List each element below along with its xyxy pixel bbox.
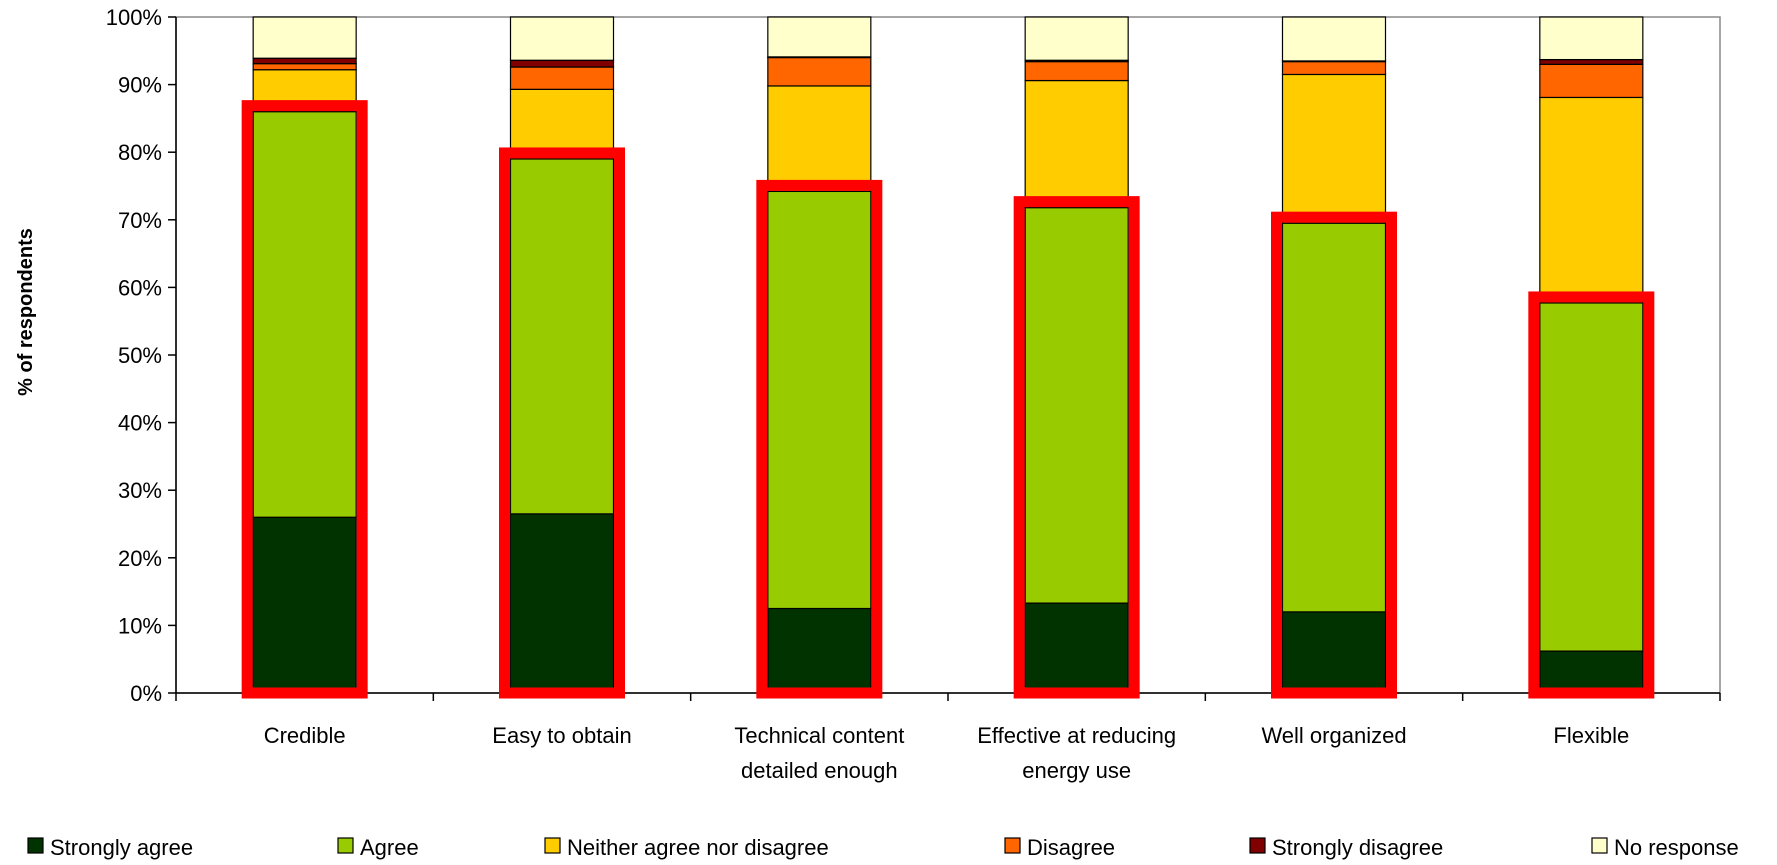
bar-segment [1281,222,1387,613]
legend-item: Disagree [1004,835,1115,860]
plot-area [175,16,1721,694]
bar-segment [1024,602,1129,694]
legend-item: No response [1591,835,1739,860]
bar-segment [767,607,872,694]
legend-label: No response [1614,835,1739,860]
x-axis: Credible Easy to obtain Technical content d… [175,692,1721,783]
y-tick-label: 100% [106,5,162,30]
bar-segment [252,516,357,694]
bar-segment [509,158,615,515]
plot-frame [175,16,1721,694]
x-category-label: Effective at reducing energy use [977,723,1176,783]
bar-segment [1539,96,1644,304]
highlight-box [756,179,883,699]
bar-segment [1539,63,1644,99]
highlight-box [499,147,625,699]
highlight-box [1271,211,1397,699]
x-category-label: Technical content detailed enough [734,723,904,783]
highlight-box [241,100,368,699]
legend-label: Agree [360,835,419,860]
legend-swatch [544,837,561,854]
y-tick-label: 10% [118,613,162,638]
y-tick-label: 0% [130,681,162,706]
bar-segment [252,57,357,65]
bar-segment [252,16,357,59]
y-tick-label: 50% [118,343,162,368]
bar-segment [252,111,357,518]
bar-segment [1281,73,1387,224]
legend-label: Neither agree nor disagree [567,835,829,860]
legend-label: Strongly agree [50,835,193,860]
y-tick-label: 70% [118,208,162,233]
bar-segment [1024,207,1129,604]
y-tick-label: 20% [118,546,162,571]
y-tick-label: 60% [118,275,162,300]
legend-swatch [1249,837,1266,854]
x-category-label: Easy to obtain [492,723,631,748]
legend-swatch [1591,837,1608,854]
x-category-label: Well organized [1261,723,1406,748]
bar-segment [1539,302,1644,652]
bar-segment [509,16,615,61]
legend: Strongly agree Agree Neither agree nor dis… [27,835,1739,860]
legend-item: Neither agree nor disagree [544,835,829,860]
legend-item: Strongly disagree [1249,835,1443,860]
x-category-label: Flexible [1553,723,1629,748]
bars [252,16,1644,694]
highlight-box [1013,196,1140,699]
bar-segment [1281,16,1387,62]
y-tick-label: 40% [118,411,162,436]
legend-item: Strongly agree [27,835,193,860]
y-tick-label: 30% [118,478,162,503]
y-axis: 0% 10% 20% 30% 40% 50% 60% 70% 80% 90% 100% [106,5,177,706]
legend-swatch [27,837,44,854]
y-tick-label: 90% [118,73,162,98]
x-category-label: Credible [264,723,346,748]
y-axis-title: % of respondents [15,228,37,396]
bar-segment [509,88,615,160]
bar-segment [1024,16,1129,61]
legend-label: Disagree [1027,835,1115,860]
bar-segment [1539,58,1644,65]
highlight-box [1528,291,1655,699]
bar-segment [767,85,872,193]
legend-item: Agree [337,835,419,860]
legend-swatch [337,837,354,854]
bar-segment [767,56,872,87]
bar-segment [1024,79,1129,209]
bar-segment [1281,61,1387,76]
bar-segment [767,16,872,58]
bar-segment [1539,650,1644,694]
bar-segment [509,66,615,90]
legend-swatch [1004,837,1021,854]
bar-segment [1281,611,1387,694]
y-tick-label: 80% [118,140,162,165]
bar-segment [509,513,615,694]
bar-segment [1024,61,1129,82]
highlight-boxes [241,100,1655,699]
bar-segment [1539,16,1644,61]
legend-label: Strongly disagree [1272,835,1443,860]
bar-segment [509,59,615,68]
bar-segment [252,63,357,71]
bar-segment [767,190,872,610]
